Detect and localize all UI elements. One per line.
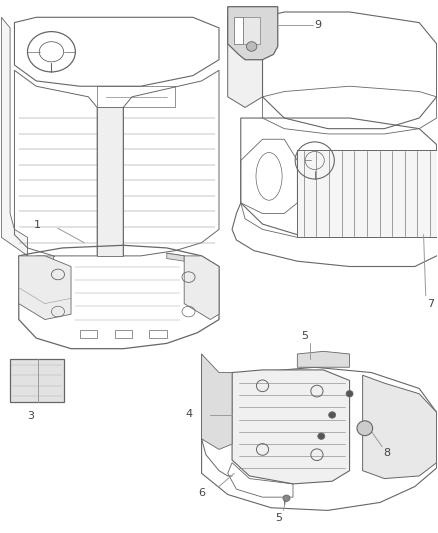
Text: 3: 3 [28, 411, 35, 421]
Polygon shape [243, 17, 260, 44]
Polygon shape [184, 256, 219, 319]
Text: 8: 8 [384, 448, 391, 458]
Polygon shape [201, 354, 232, 449]
Polygon shape [234, 17, 243, 44]
Polygon shape [363, 375, 437, 479]
Ellipse shape [247, 42, 257, 51]
Polygon shape [36, 256, 53, 261]
Ellipse shape [283, 495, 290, 502]
Text: 9: 9 [315, 20, 322, 30]
Text: 6: 6 [198, 488, 205, 498]
Polygon shape [297, 150, 437, 237]
Ellipse shape [357, 421, 373, 435]
Ellipse shape [328, 412, 336, 418]
Polygon shape [97, 108, 123, 256]
Polygon shape [297, 351, 350, 367]
Polygon shape [228, 7, 278, 60]
Text: 5: 5 [275, 513, 282, 523]
Text: 5: 5 [302, 332, 309, 342]
Polygon shape [1, 17, 28, 256]
Text: 1: 1 [34, 220, 41, 230]
Polygon shape [228, 12, 262, 108]
Polygon shape [167, 253, 184, 261]
Text: 4: 4 [186, 409, 193, 419]
Text: 7: 7 [427, 298, 434, 309]
Ellipse shape [346, 391, 353, 397]
Polygon shape [10, 359, 64, 402]
Polygon shape [232, 370, 350, 484]
Ellipse shape [318, 433, 325, 439]
Polygon shape [19, 256, 71, 319]
